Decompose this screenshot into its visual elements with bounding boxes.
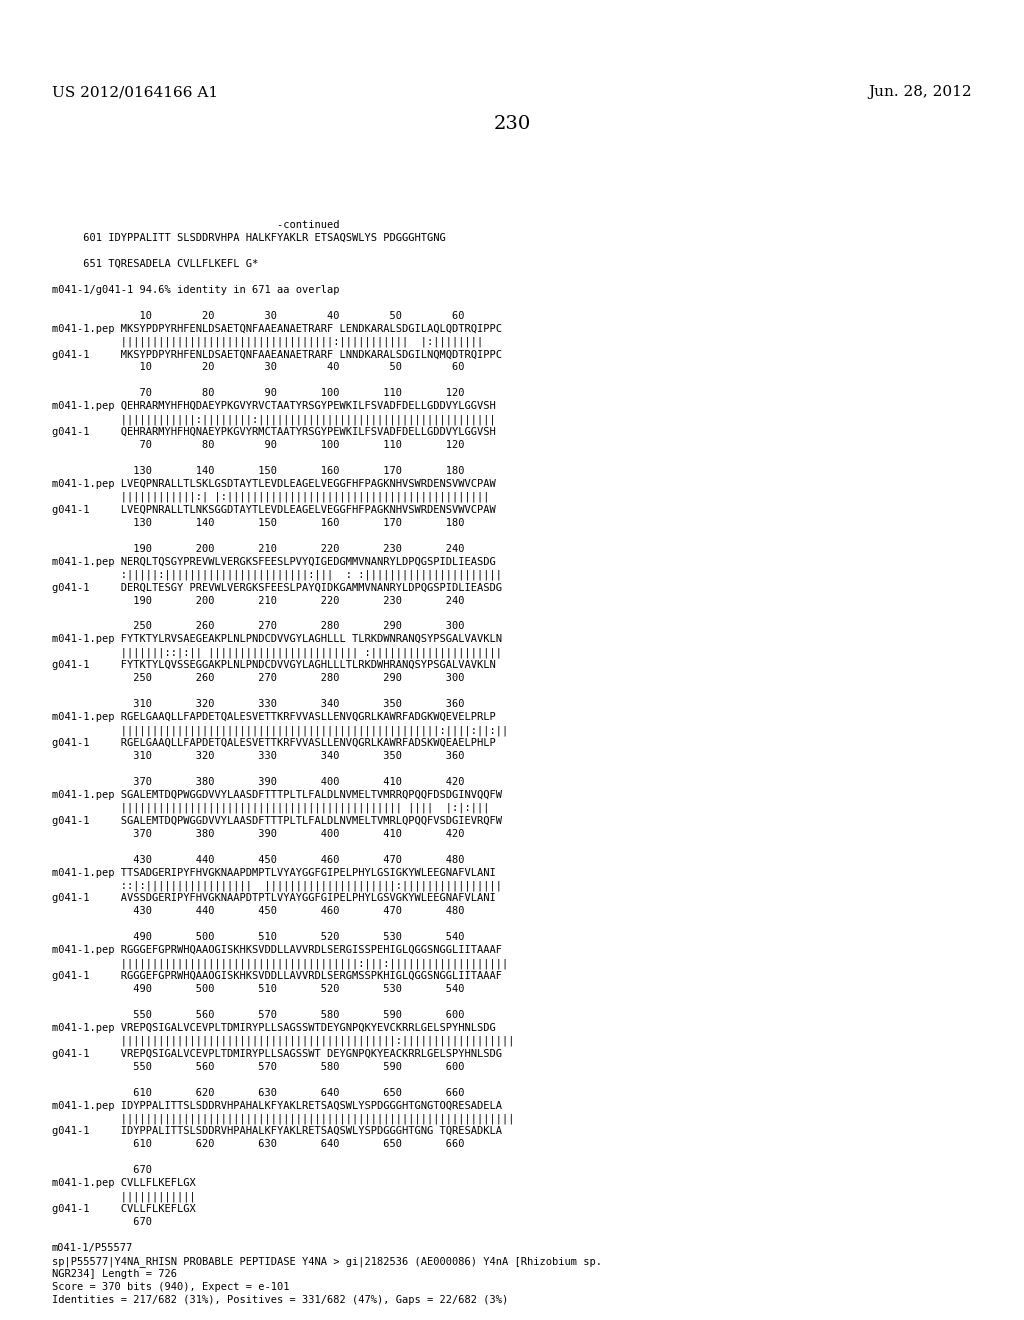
Text: m041-1/P55577: m041-1/P55577 (52, 1243, 133, 1253)
Text: g041-1     MKSYPDPYRHFENLDSAETQNFAAEANAETRARF LNNDKARALSDGILNQMQDTRQIPPC: g041-1 MKSYPDPYRHFENLDSAETQNFAAEANAETRAR… (52, 350, 502, 359)
Text: Jun. 28, 2012: Jun. 28, 2012 (868, 84, 972, 99)
Text: 610       620       630       640       650       660: 610 620 630 640 650 660 (52, 1088, 465, 1098)
Text: US 2012/0164166 A1: US 2012/0164166 A1 (52, 84, 218, 99)
Text: m041-1.pep QEHRARMYHFHQDAEYPKGVYRVCTAATYRSGYPEWKILFSVADFDELLGDDVYLGGVSH: m041-1.pep QEHRARMYHFHQDAEYPKGVYRVCTAATY… (52, 401, 496, 412)
Text: :|||||:|||||||||||||||||||||||:|||  : :||||||||||||||||||||||: :|||||:|||||||||||||||||||||||:||| : :||… (52, 570, 502, 581)
Text: g041-1     RGGGEFGPRWHQAAOGISKHKSVDDLLAVVRDLSERGMSSPKHIGLQGGSNGGLIITAAAF: g041-1 RGGGEFGPRWHQAAOGISKHKSVDDLLAVVRDL… (52, 972, 502, 981)
Text: g041-1     CVLLFLKEFLGX: g041-1 CVLLFLKEFLGX (52, 1204, 196, 1214)
Text: 250       260       270       280       290       300: 250 260 270 280 290 300 (52, 622, 465, 631)
Text: 550       560       570       580       590       600: 550 560 570 580 590 600 (52, 1061, 465, 1072)
Text: sp|P55577|Y4NA_RHISN PROBABLE PEPTIDASE Y4NA > gi|2182536 (AE000086) Y4nA [Rhizo: sp|P55577|Y4NA_RHISN PROBABLE PEPTIDASE … (52, 1257, 602, 1267)
Text: g041-1     LVEQPNRALLTLNKSGGDTAYTLEVDLEAGELVEGGFHFPAGKNHVSWRDENSVWVCPAW: g041-1 LVEQPNRALLTLNKSGGDTAYTLEVDLEAGELV… (52, 504, 496, 515)
Text: m041-1.pep RGELGAAQLLFAPDETQALESVETTKRFVVASLLENVQGRLKAWRFADGKWQEVELPRLP: m041-1.pep RGELGAAQLLFAPDETQALESVETTKRFV… (52, 711, 496, 722)
Text: g041-1     FYTKTYLQVSSEGGAKPLNLPNDCDVVGYLAGHLLLTLRKDWHRANQSYPSGALVAVKLN: g041-1 FYTKTYLQVSSEGGAKPLNLPNDCDVVGYLAGH… (52, 660, 496, 671)
Text: m041-1.pep CVLLFLKEFLGX: m041-1.pep CVLLFLKEFLGX (52, 1179, 196, 1188)
Text: 490       500       510       520       530       540: 490 500 510 520 530 540 (52, 983, 465, 994)
Text: 70        80        90       100       110       120: 70 80 90 100 110 120 (52, 388, 465, 399)
Text: ||||||||||||||||||||||||||||||||||||||:|||:|||||||||||||||||||: ||||||||||||||||||||||||||||||||||||||:|… (52, 958, 508, 969)
Text: 370       380       390       400       410       420: 370 380 390 400 410 420 (52, 777, 465, 787)
Text: 190       200       210       220       230       240: 190 200 210 220 230 240 (52, 595, 465, 606)
Text: m041-1.pep NERQLTQSGYPREVWLVERGKSFEESLPVYQIGEDGMMVNANRYLDPQGSPIDLIEASDG: m041-1.pep NERQLTQSGYPREVWLVERGKSFEESLPV… (52, 557, 496, 566)
Text: ::|:|||||||||||||||||  |||||||||||||||||||||:||||||||||||||||: ::|:||||||||||||||||| ||||||||||||||||||… (52, 880, 502, 891)
Text: m041-1.pep MKSYPDPYRHFENLDSAETQNFAAEANAETRARF LENDKARALSDGILAQLQDTRQIPPC: m041-1.pep MKSYPDPYRHFENLDSAETQNFAAEANAE… (52, 323, 502, 334)
Text: m041-1.pep LVEQPNRALLTLSKLGSDTAYTLEVDLEAGELVEGGFHFPAGKNHVSWRDENSVWVCPAW: m041-1.pep LVEQPNRALLTLSKLGSDTAYTLEVDLEA… (52, 479, 496, 488)
Text: 10        20        30        40        50        60: 10 20 30 40 50 60 (52, 310, 465, 321)
Text: 130       140       150       160       170       180: 130 140 150 160 170 180 (52, 466, 465, 477)
Text: 670: 670 (52, 1217, 152, 1228)
Text: -continued: -continued (52, 220, 340, 230)
Text: 430       440       450       460       470       480: 430 440 450 460 470 480 (52, 854, 465, 865)
Text: m041-1.pep IDYPPALITTSLSDDRVHPAHALKFYAKLRETSAQSWLYSPDGGGHTGNGTOQRESADELA: m041-1.pep IDYPPALITTSLSDDRVHPAHALKFYAKL… (52, 1101, 502, 1110)
Text: m041-1/g041-1 94.6% identity in 671 aa overlap: m041-1/g041-1 94.6% identity in 671 aa o… (52, 285, 340, 294)
Text: Score = 370 bits (940), Expect = e-101: Score = 370 bits (940), Expect = e-101 (52, 1282, 290, 1292)
Text: g041-1     DERQLTESGY PREVWLVERGKSFEESLPAYQIDKGAMMVNANRYLDPQGSPIDLIEASDG: g041-1 DERQLTESGY PREVWLVERGKSFEESLPAYQI… (52, 582, 502, 593)
Text: |||||||||||||||||||||||||||||||||||||||||||||||||||||||||||||||: ||||||||||||||||||||||||||||||||||||||||… (52, 1114, 514, 1125)
Text: g041-1     IDYPPALITTSLSDDRVHPAHALKFYAKLRETSAQSWLYSPDGGGHTGNG TQRESADKLA: g041-1 IDYPPALITTSLSDDRVHPAHALKFYAKLRETS… (52, 1126, 502, 1137)
Text: Identities = 217/682 (31%), Positives = 331/682 (47%), Gaps = 22/682 (3%): Identities = 217/682 (31%), Positives = … (52, 1295, 508, 1305)
Text: ||||||||||||:| |:||||||||||||||||||||||||||||||||||||||||||: ||||||||||||:| |:|||||||||||||||||||||||… (52, 492, 489, 503)
Text: 190       200       210       220       230       240: 190 200 210 220 230 240 (52, 544, 465, 554)
Text: 610       620       630       640       650       660: 610 620 630 640 650 660 (52, 1139, 465, 1150)
Text: ||||||||||||||||||||||||||||||||||||||||||||| ||||  |:|:|||: ||||||||||||||||||||||||||||||||||||||||… (52, 803, 489, 813)
Text: ||||||||||||:||||||||:||||||||||||||||||||||||||||||||||||||: ||||||||||||:||||||||:||||||||||||||||||… (52, 414, 496, 425)
Text: 670: 670 (52, 1166, 152, 1175)
Text: 370       380       390       400       410       420: 370 380 390 400 410 420 (52, 829, 465, 838)
Text: 651 TQRESADELA CVLLFLKEFL G*: 651 TQRESADELA CVLLFLKEFL G* (52, 259, 258, 269)
Text: 601 IDYPPALITT SLSDDRVHPA HALKFYAKLR ETSAQSWLYS PDGGGHTGNG: 601 IDYPPALITT SLSDDRVHPA HALKFYAKLR ETS… (52, 232, 445, 243)
Text: m041-1.pep RGGGEFGPRWHQAAOGISKHKSVDDLLAVVRDLSERGISSPEHIGLQGGSNGGLIITAAAF: m041-1.pep RGGGEFGPRWHQAAOGISKHKSVDDLLAV… (52, 945, 502, 956)
Text: g041-1     VREPQSIGALVCEVPLTDMIRYPLLSAGSSWT DEYGNPQKYEACKRRLGELSPYHNLSDG: g041-1 VREPQSIGALVCEVPLTDMIRYPLLSAGSSWT … (52, 1049, 502, 1059)
Text: ||||||||||||: |||||||||||| (52, 1191, 196, 1201)
Text: g041-1     QEHRARMYHFHQNAEYPKGVYRMCTAATYRSGYPEWKILFSVADFDELLGDDVYLGGVSH: g041-1 QEHRARMYHFHQNAEYPKGVYRMCTAATYRSGY… (52, 428, 496, 437)
Text: g041-1     RGELGAAQLLFAPDETQALESVETTKRFVVASLLENVQGRLKAWRFADSKWQEAELPHLP: g041-1 RGELGAAQLLFAPDETQALESVETTKRFVVASL… (52, 738, 496, 748)
Text: 130       140       150       160       170       180: 130 140 150 160 170 180 (52, 517, 465, 528)
Text: m041-1.pep FYTKTYLRVSAEGEAKPLNLPNDCDVVGYLAGHLLL TLRKDWNRANQSYPSGALVAVKLN: m041-1.pep FYTKTYLRVSAEGEAKPLNLPNDCDVVGY… (52, 635, 502, 644)
Text: 310       320       330       340       350       360: 310 320 330 340 350 360 (52, 700, 465, 709)
Text: 250       260       270       280       290       300: 250 260 270 280 290 300 (52, 673, 465, 684)
Text: 70        80        90       100       110       120: 70 80 90 100 110 120 (52, 440, 465, 450)
Text: m041-1.pep TTSADGERIPYFHVGKNAAPDMPTLVYAYGGFGIPELPHYLGSIGKYWLEEGNAFVLANI: m041-1.pep TTSADGERIPYFHVGKNAAPDMPTLVYAY… (52, 867, 496, 878)
Text: g041-1     SGALEMTDQPWGGDVVYLAASDFTTTPLTLFALDLNVMELTVMRLQPQQFVSDGIEVRQFW: g041-1 SGALEMTDQPWGGDVVYLAASDFTTTPLTLFAL… (52, 816, 502, 826)
Text: 10        20        30        40        50        60: 10 20 30 40 50 60 (52, 363, 465, 372)
Text: 490       500       510       520       530       540: 490 500 510 520 530 540 (52, 932, 465, 942)
Text: ||||||||||||||||||||||||||||||||||||||||||||:||||||||||||||||||: ||||||||||||||||||||||||||||||||||||||||… (52, 1036, 514, 1047)
Text: m041-1.pep VREPQSIGALVCEVPLTDMIRYPLLSAGSSWTDEYGNPQKYEVCKRRLGELSPYHNLSDG: m041-1.pep VREPQSIGALVCEVPLTDMIRYPLLSAGS… (52, 1023, 496, 1032)
Text: |||||||::|:|| |||||||||||||||||||||||| :|||||||||||||||||||||: |||||||::|:|| |||||||||||||||||||||||| :… (52, 647, 502, 657)
Text: |||||||||||||||||||||||||||||||||||||||||||||||||||:||||:||:||: ||||||||||||||||||||||||||||||||||||||||… (52, 725, 508, 735)
Text: 230: 230 (494, 115, 530, 133)
Text: 550       560       570       580       590       600: 550 560 570 580 590 600 (52, 1010, 465, 1020)
Text: m041-1.pep SGALEMTDQPWGGDVVYLAASDFTTTPLTLFALDLNVMELTVMRRQPQQFDSDGINVQQFW: m041-1.pep SGALEMTDQPWGGDVVYLAASDFTTTPLT… (52, 789, 502, 800)
Text: NGR234] Length = 726: NGR234] Length = 726 (52, 1269, 177, 1279)
Text: 430       440       450       460       470       480: 430 440 450 460 470 480 (52, 907, 465, 916)
Text: 310       320       330       340       350       360: 310 320 330 340 350 360 (52, 751, 465, 760)
Text: ||||||||||||||||||||||||||||||||||:|||||||||||  |:||||||||: ||||||||||||||||||||||||||||||||||:|||||… (52, 337, 483, 347)
Text: g041-1     AVSSDGERIPYFHVGKNAAPDTPTLVYAYGGFGIPELPHYLGSVGKYWLEEGNAFVLANI: g041-1 AVSSDGERIPYFHVGKNAAPDTPTLVYAYGGFG… (52, 894, 496, 903)
